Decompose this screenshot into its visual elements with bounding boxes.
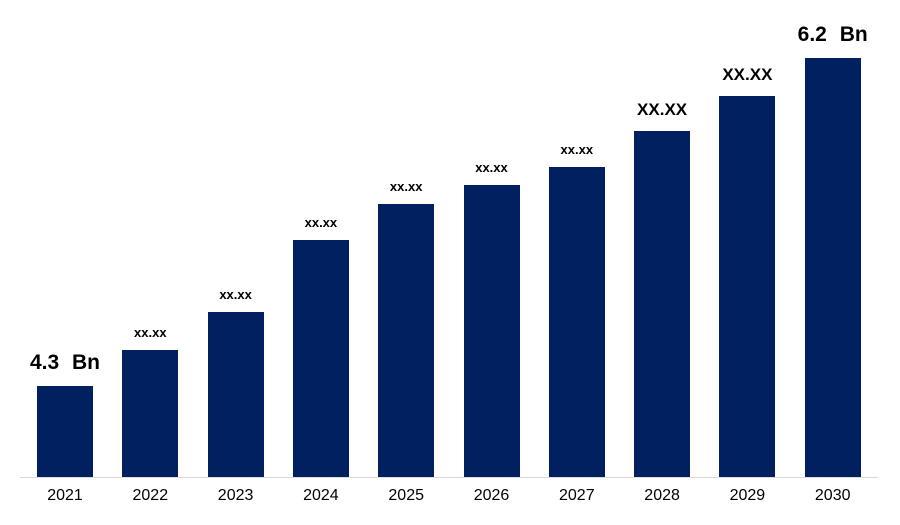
x-axis-tick-label-2026: 2026	[473, 487, 510, 504]
bar-value-label-2026: xx.xx	[475, 159, 508, 175]
bar-value-label-2028: XX.XX	[637, 100, 688, 120]
x-axis-tick-label-2030: 2030	[814, 487, 851, 504]
x-axis-line	[20, 477, 878, 478]
bar-value-label-2027: xx.xx	[560, 141, 594, 157]
bar-2022	[122, 350, 179, 477]
bar-2026	[463, 185, 520, 477]
x-axis-tick-label-2021: 2021	[47, 487, 83, 504]
bar-2023	[207, 312, 264, 477]
bar-value-label-2029: XX.XX	[722, 65, 773, 85]
bar-value-label-2021: 4.3 Bn	[29, 350, 101, 374]
bar-value-label-2025: xx.xx	[389, 178, 423, 194]
bar-2021	[37, 386, 93, 477]
x-axis-tick-label-2022: 2022	[132, 487, 169, 504]
x-axis-tick-label-2024: 2024	[303, 487, 339, 504]
bar-value-label-2022: xx.xx	[134, 324, 167, 340]
bar-2027	[548, 167, 605, 477]
x-axis-tick-label-2029: 2029	[729, 487, 766, 504]
bar-value-label-2024: xx.xx	[304, 214, 338, 230]
bar-2024	[292, 240, 349, 477]
bar-value-label-2023: xx.xx	[219, 286, 252, 302]
x-axis-tick-label-2025: 2025	[388, 487, 424, 504]
bar-value-label-2030: 6.2 Bn	[797, 22, 868, 46]
bar-2029	[719, 96, 776, 477]
bar-2028	[634, 131, 691, 477]
x-axis-tick-label-2028: 2028	[644, 487, 680, 504]
x-axis-tick-label-2027: 2027	[559, 487, 595, 504]
bar-2030	[804, 58, 861, 477]
x-axis-tick-label-2023: 2023	[217, 487, 254, 504]
bar-2025	[378, 204, 435, 477]
